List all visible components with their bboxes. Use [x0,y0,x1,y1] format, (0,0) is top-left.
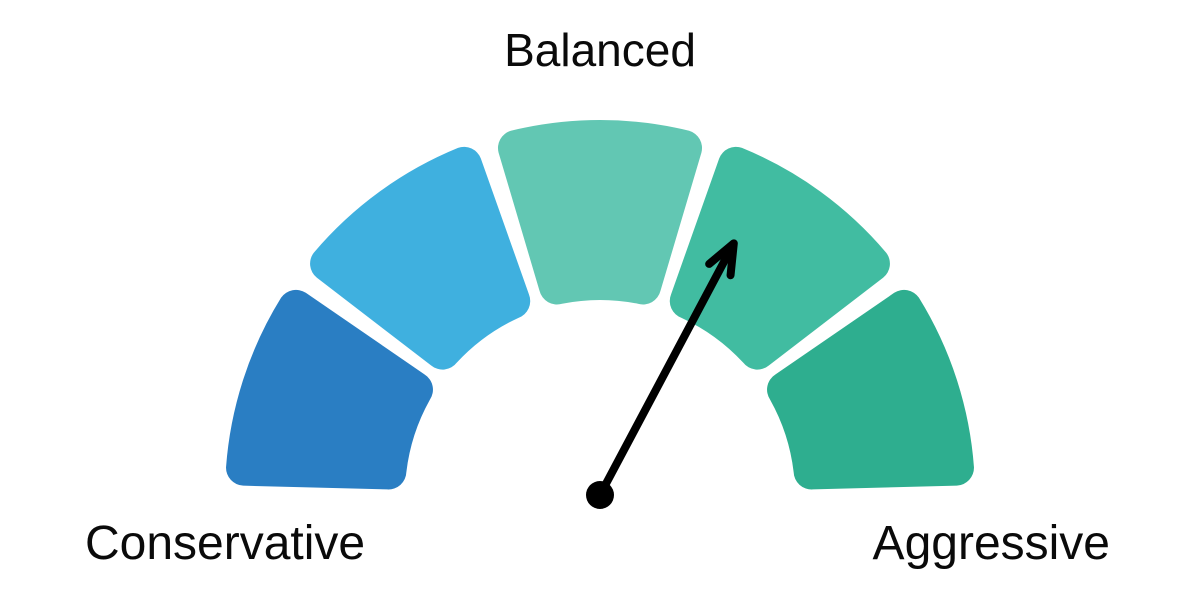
gauge-chart-container: Balanced Conservative Aggressive [0,0,1200,600]
gauge-needle-hub [586,481,614,509]
gauge-label-balanced: Balanced [504,23,696,77]
gauge-label-aggressive: Aggressive [873,516,1110,571]
gauge-svg [0,0,1200,600]
gauge-label-conservative: Conservative [85,516,365,571]
gauge-segment-3 [498,120,702,304]
